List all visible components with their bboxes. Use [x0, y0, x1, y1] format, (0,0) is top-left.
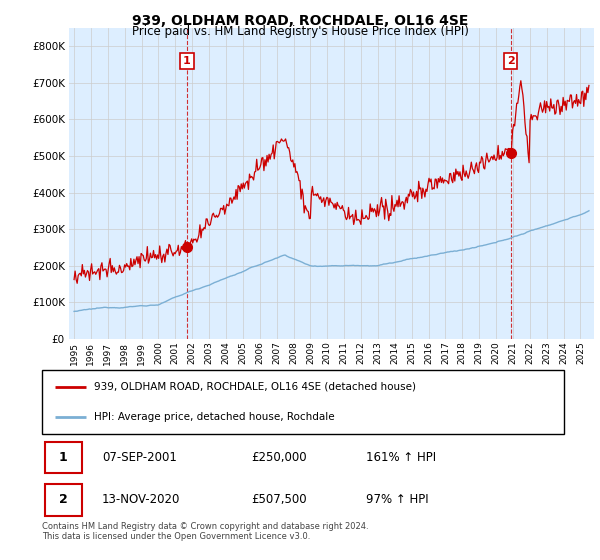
Text: Contains HM Land Registry data © Crown copyright and database right 2024.
This d: Contains HM Land Registry data © Crown c… — [42, 522, 368, 542]
Text: 939, OLDHAM ROAD, ROCHDALE, OL16 4SE (detached house): 939, OLDHAM ROAD, ROCHDALE, OL16 4SE (de… — [94, 382, 416, 392]
Text: Price paid vs. HM Land Registry's House Price Index (HPI): Price paid vs. HM Land Registry's House … — [131, 25, 469, 38]
Text: 13-NOV-2020: 13-NOV-2020 — [102, 493, 181, 506]
Text: 97% ↑ HPI: 97% ↑ HPI — [365, 493, 428, 506]
Text: 161% ↑ HPI: 161% ↑ HPI — [365, 451, 436, 464]
Text: 2: 2 — [507, 56, 515, 66]
FancyBboxPatch shape — [42, 370, 564, 434]
Text: 1: 1 — [59, 451, 68, 464]
Text: 1: 1 — [183, 56, 191, 66]
Text: 2: 2 — [59, 493, 68, 506]
Text: 07-SEP-2001: 07-SEP-2001 — [102, 451, 177, 464]
Text: £507,500: £507,500 — [251, 493, 307, 506]
FancyBboxPatch shape — [44, 484, 82, 516]
FancyBboxPatch shape — [44, 442, 82, 473]
Text: HPI: Average price, detached house, Rochdale: HPI: Average price, detached house, Roch… — [94, 412, 335, 422]
Text: £250,000: £250,000 — [251, 451, 307, 464]
Text: 939, OLDHAM ROAD, ROCHDALE, OL16 4SE: 939, OLDHAM ROAD, ROCHDALE, OL16 4SE — [132, 14, 468, 28]
